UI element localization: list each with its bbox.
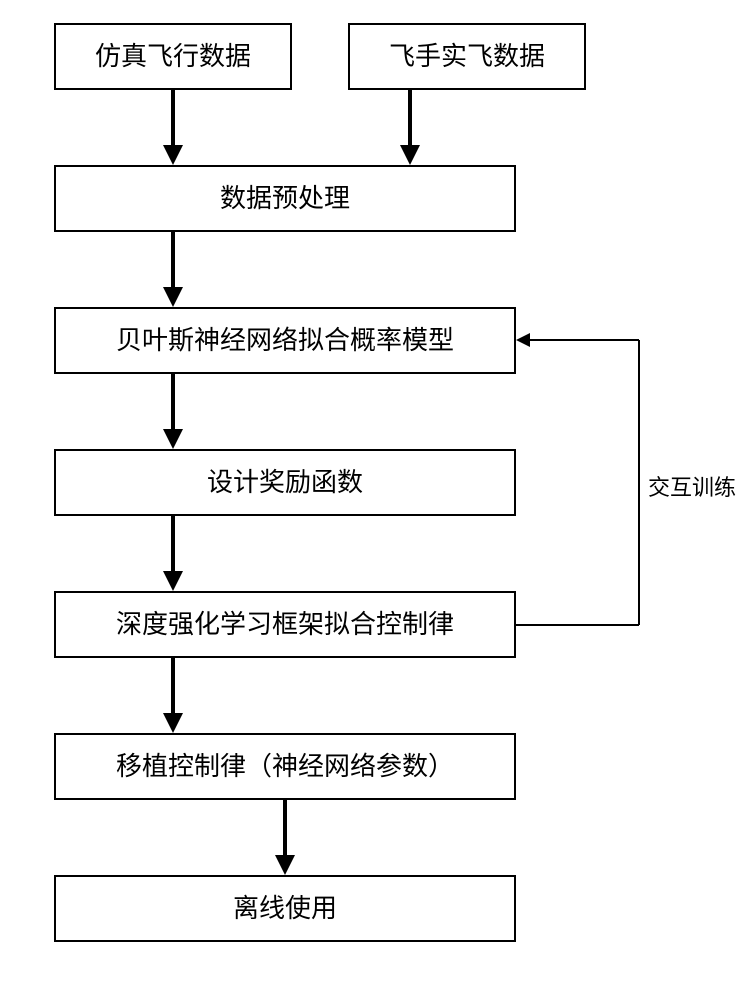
node-drl: 深度强化学习框架拟合控制律: [54, 591, 516, 658]
node-label: 飞手实飞数据: [389, 41, 545, 72]
feedback-label: 交互训练: [648, 470, 736, 502]
node-preprocess: 数据预处理: [54, 165, 516, 232]
node-real-data: 飞手实飞数据: [348, 23, 586, 90]
node-reward: 设计奖励函数: [54, 449, 516, 516]
node-label: 数据预处理: [220, 183, 350, 214]
node-label: 离线使用: [233, 893, 337, 924]
arrow-n2-n3: [400, 90, 420, 165]
arrow-n3-n4: [163, 232, 183, 307]
arrow-n5-n6: [163, 516, 183, 591]
arrow-n1-n3: [163, 90, 183, 165]
node-bayesian: 贝叶斯神经网络拟合概率模型: [54, 307, 516, 374]
node-label: 仿真飞行数据: [95, 41, 251, 72]
node-offline: 离线使用: [54, 875, 516, 942]
arrow-n6-n7: [163, 658, 183, 733]
feedback-loop: [516, 330, 656, 630]
node-label: 贝叶斯神经网络拟合概率模型: [116, 325, 454, 356]
flowchart-stage: 仿真飞行数据 飞手实飞数据 数据预处理 贝叶斯神经网络拟合概率模型 设计奖励函数…: [0, 0, 752, 1000]
arrow-n4-n5: [163, 374, 183, 449]
node-transplant: 移植控制律（神经网络参数）: [54, 733, 516, 800]
node-sim-data: 仿真飞行数据: [54, 23, 292, 90]
node-label: 移植控制律（神经网络参数）: [116, 751, 454, 782]
arrow-n7-n8: [275, 800, 295, 875]
node-label: 设计奖励函数: [207, 467, 363, 498]
node-label: 深度强化学习框架拟合控制律: [116, 609, 454, 640]
